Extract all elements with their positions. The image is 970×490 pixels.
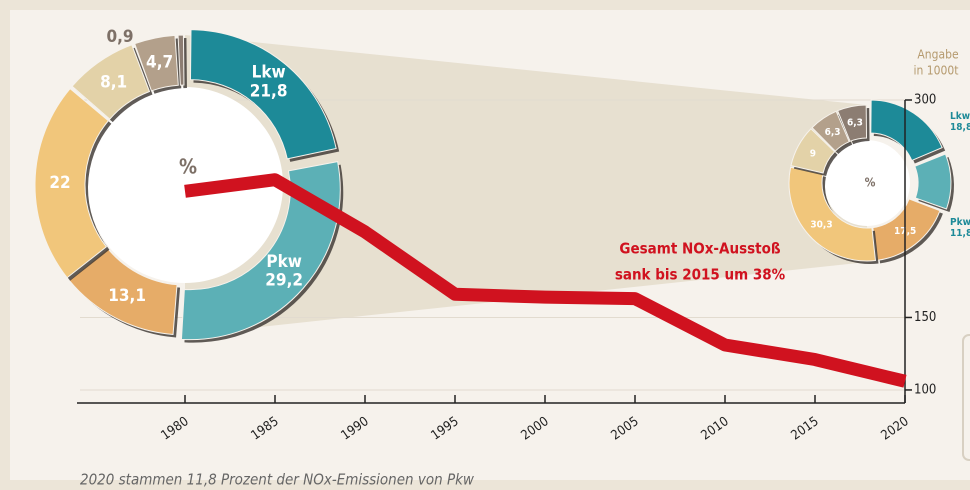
slice-label: 6,3 [847,118,863,129]
line-series [184,173,907,388]
axis-label: Angabe [917,48,959,62]
donut-slice [177,34,185,86]
connector-band [185,35,867,335]
side-box [962,334,970,461]
slice-label: 29,2 [265,271,303,291]
slice-name: Lkw [950,111,970,122]
donut-slice [811,110,850,152]
slice-label: 4,7 [146,53,173,73]
annotation: sank bis 2015 um 38% [615,266,786,284]
donut-slice [790,128,836,174]
axis-label: in 1000t [914,64,959,78]
slice-label: 8,1 [100,72,127,92]
slice-label: 11,8 [950,228,970,239]
slice-name: Pkw [266,252,302,272]
donut-hole [824,140,910,226]
donut-center: % [865,176,876,190]
slice-label: 9 [810,149,816,160]
slice-label: 21,8 [250,81,288,101]
y-tick-label: 300 [914,93,936,108]
footnote: 2020 stammen 11,8 Prozent der NOx-Emissi… [80,471,475,489]
slice-label: 13,1 [108,286,146,306]
y-tick-label: 100 [914,382,936,397]
donut-center: % [179,155,197,179]
donut-slice [788,166,877,262]
donut-slice [837,104,868,142]
donut-slice [134,34,179,92]
donut-slice [71,44,151,120]
slice-label: 18,8 [950,122,970,133]
slice-label: 30,3 [810,219,832,230]
slice-label: 0,9 [106,27,133,47]
slice-label: 6,3 [825,127,841,138]
donut-slice [189,29,337,160]
y-tick-label: 150 [914,310,936,325]
donut-slice [34,87,110,279]
donut-slice [180,161,341,341]
donut-slice [68,247,178,336]
annotation: Gesamt NOx-Ausstoß [619,240,780,258]
slice-name: Lkw [252,63,286,83]
slice-label: 22 [49,173,70,193]
donut-slice [870,99,943,162]
donut-slice [914,153,952,210]
slice-name: Pkw [950,217,970,228]
